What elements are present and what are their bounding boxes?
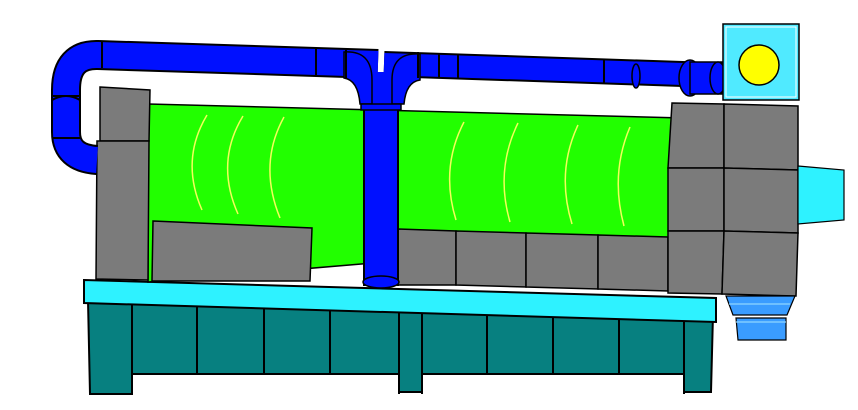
right-end-panel [667, 167, 725, 232]
fan-box-inner [725, 26, 797, 98]
right-end-panel [723, 103, 799, 171]
lower-panel [597, 234, 669, 292]
cyan-frame [83, 278, 717, 324]
drum-flight-lines [191, 114, 631, 227]
duct-right-run [383, 53, 713, 86]
right-end-panel [667, 230, 725, 295]
right-end-panel [721, 230, 799, 297]
left-end-post [99, 86, 151, 142]
outlet-chute [735, 317, 787, 341]
duct-ring [631, 63, 641, 89]
discharge-outlet [725, 295, 796, 341]
lower-panel [525, 232, 599, 290]
lower-panel [455, 230, 527, 288]
right-end-panel [723, 167, 799, 234]
fan-rotor [738, 44, 780, 86]
gray-housing [95, 86, 799, 297]
lower-panel-left [151, 220, 313, 282]
outlet-hopper [725, 295, 796, 316]
duct-left-run [53, 42, 379, 173]
side-nozzle [797, 165, 845, 225]
left-end-post [95, 140, 150, 281]
air-duct [51, 40, 727, 289]
duct-drop-cap [362, 275, 400, 289]
right-end-panel [667, 102, 725, 169]
duct-flanges [51, 42, 605, 139]
lower-panel [397, 228, 457, 286]
fan-unit [722, 23, 800, 101]
duct-collar [360, 103, 402, 111]
teal-base [86, 298, 715, 395]
